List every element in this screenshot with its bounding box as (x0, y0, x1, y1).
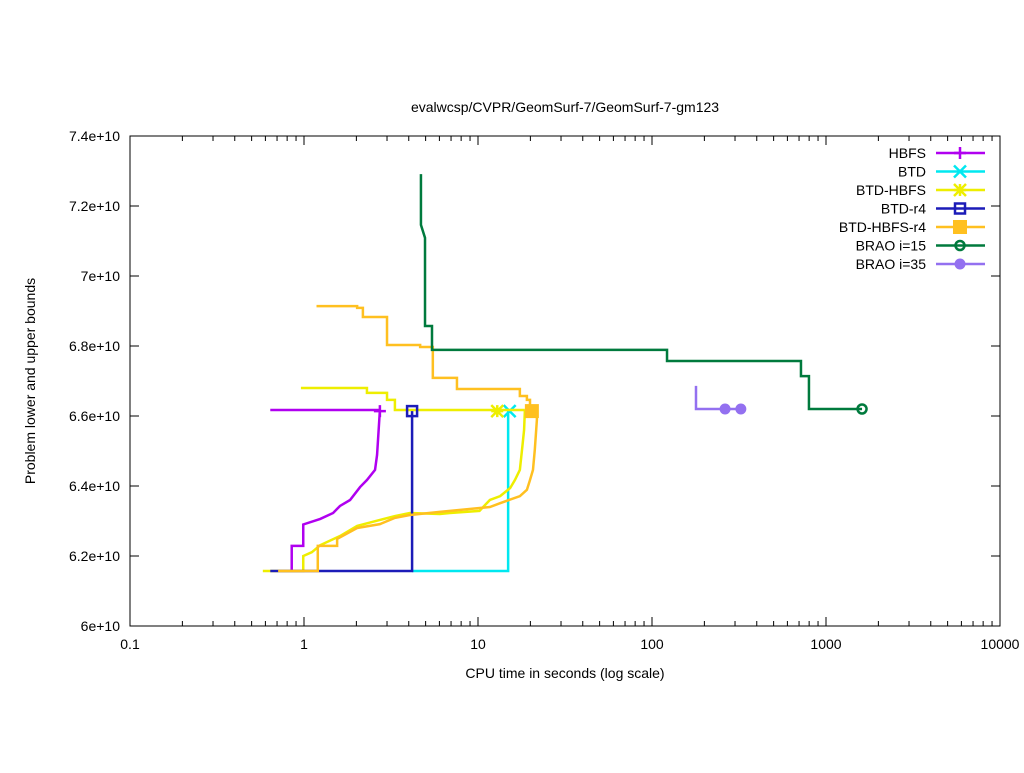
y-tick-label: 7.4e+10 (69, 128, 120, 144)
x-tick-label: 1 (300, 636, 308, 652)
legend-marker-hbfs (954, 147, 966, 159)
legend-label-btd-hbfs-r4: BTD-HBFS-r4 (839, 219, 926, 235)
legend-marker-btd (953, 164, 967, 179)
y-tick-label: 6e+10 (81, 618, 121, 634)
y-tick-label: 7e+10 (81, 268, 121, 284)
x-axis-label: CPU time in seconds (log scale) (465, 665, 664, 681)
legend-label-brao-i-35: BRAO i=35 (856, 256, 927, 272)
x-tick-label: 10 (470, 636, 486, 652)
data-point-brao-i-35 (719, 403, 731, 415)
y-tick-label: 6.2e+10 (69, 548, 120, 564)
legend-label-brao-i-15: BRAO i=15 (856, 238, 927, 254)
legend-label-btd-r4: BTD-r4 (881, 201, 926, 217)
data-point-btd-r4 (405, 404, 419, 418)
series-brao-i-35 (694, 385, 747, 415)
series-line-btd-hbfs (300, 386, 525, 412)
y-tick-label: 6.8e+10 (69, 338, 120, 354)
legend-marker-btd-hbfs-r4 (953, 220, 967, 234)
series-line-btd-hbfs-r4 (278, 411, 539, 573)
legend-marker-btd-r4 (953, 202, 967, 215)
legend-marker-brao-i-15 (954, 239, 966, 252)
series-brao-i-15 (419, 174, 868, 415)
y-axis-label: Problem lower and upper bounds (22, 278, 38, 484)
chart-title: evalwcsp/CVPR/GeomSurf-7/GeomSurf-7-gm12… (411, 99, 719, 115)
x-tick-label: 1000 (810, 636, 841, 652)
legend-label-btd: BTD (898, 164, 926, 180)
series-btd-hbfs-r4 (278, 304, 539, 573)
series-line-btd-hbfs (262, 409, 527, 573)
legend-label-btd-hbfs: BTD-HBFS (856, 182, 926, 198)
series-line-brao-i-15 (419, 174, 863, 411)
series-hbfs (270, 405, 386, 572)
y-tick-label: 7.2e+10 (69, 198, 120, 214)
data-point-brao-i-35 (735, 403, 747, 415)
series-line-brao-i-35 (694, 385, 741, 411)
series-line-btd-hbfs-r4 (316, 304, 532, 412)
x-tick-label: 100 (640, 636, 664, 652)
data-point-hbfs (373, 405, 386, 418)
x-tick-label: 10000 (981, 636, 1020, 652)
series-btd-hbfs (262, 386, 527, 573)
series-line-hbfs (290, 409, 382, 572)
plot-border (129, 135, 1001, 627)
data-point-btd-hbfs-r4 (524, 404, 539, 419)
y-tick-label: 6.4e+10 (69, 478, 120, 494)
legend-marker-brao-i-35 (954, 258, 966, 270)
series-btd (412, 404, 517, 573)
data-point-btd-hbfs (490, 404, 505, 418)
legend-label-hbfs: HBFS (889, 145, 926, 161)
data-point-brao-i-15 (856, 403, 868, 415)
x-tick-label: 0.1 (120, 636, 140, 652)
y-tick-label: 6.6e+10 (69, 408, 120, 424)
series-line-btd (412, 409, 510, 573)
legend-marker-btd-hbfs (953, 183, 967, 197)
